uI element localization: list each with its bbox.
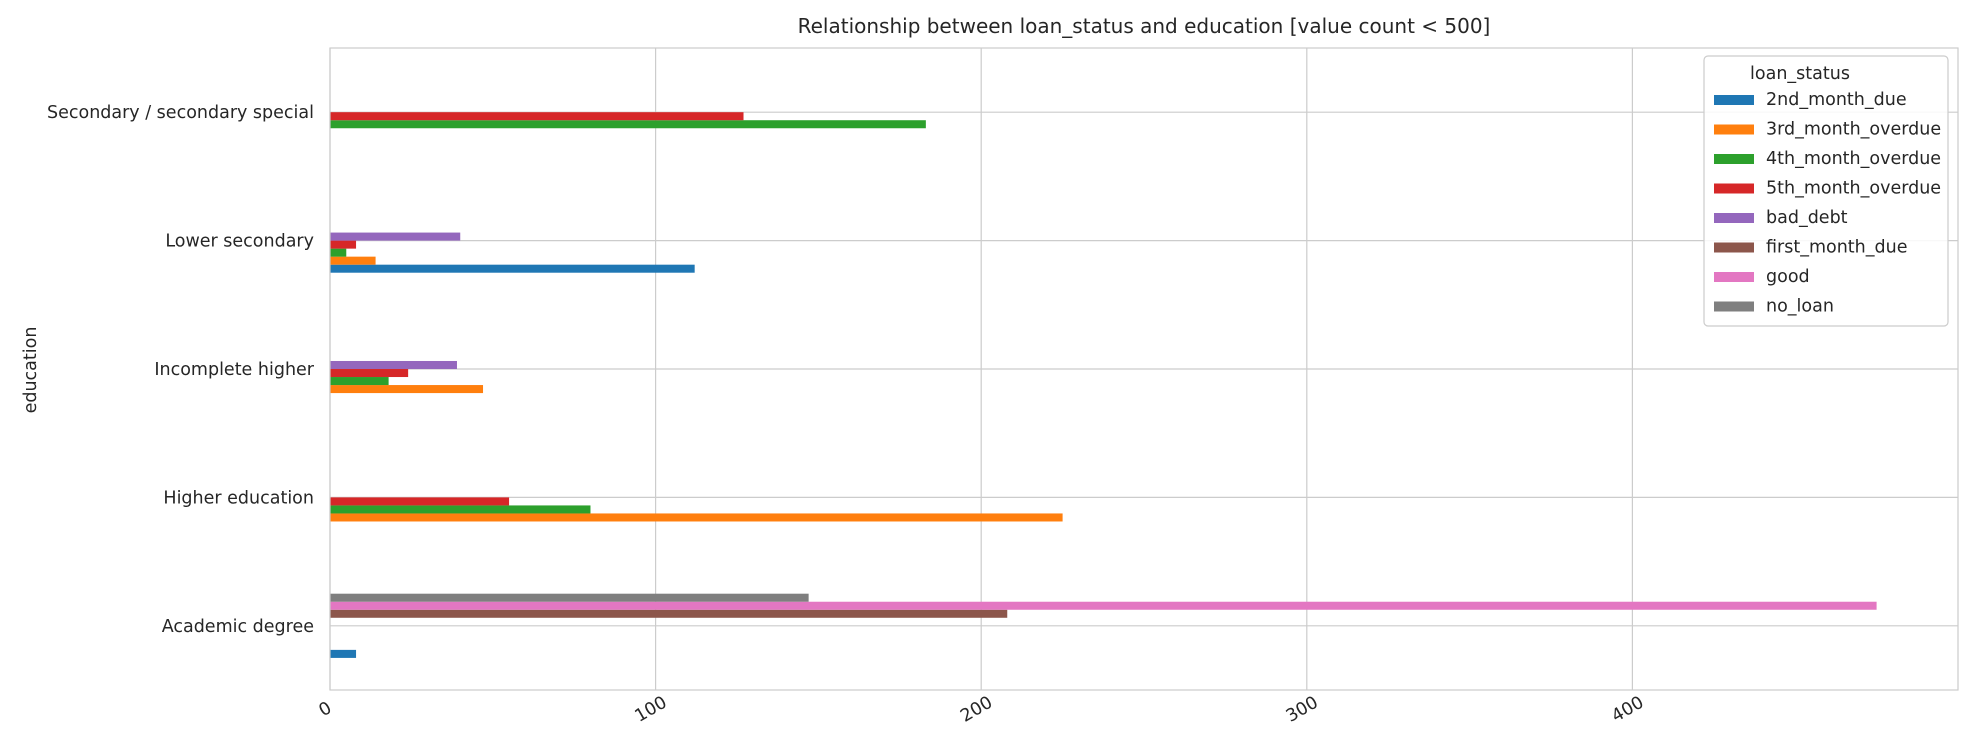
bar-5th_month_overdue: [330, 240, 357, 249]
legend-label-5th_month_overdue: 5th_month_overdue: [1766, 179, 1941, 199]
bar-5th_month_overdue: [330, 369, 409, 378]
category-label: Incomplete higher: [154, 360, 314, 380]
legend-swatch-good: [1714, 272, 1754, 282]
bar-good: [330, 601, 1877, 610]
legend-swatch-bad_debt: [1714, 213, 1754, 223]
bar-bad_debt: [330, 232, 461, 241]
grid-lines: [329, 48, 1958, 690]
bar-3rd_month_overdue: [330, 513, 1063, 522]
legend-label-bad_debt: bad_debt: [1766, 208, 1848, 228]
bar-first_month_due: [330, 609, 1008, 618]
bar-4th_month_overdue: [330, 120, 926, 129]
plot-frame: [329, 47, 1959, 691]
legend: loan_status 2nd_month_due 3rd_month_overd…: [1703, 55, 1949, 327]
bar-2nd_month_due: [330, 649, 357, 658]
legend-items: 2nd_month_due 3rd_month_overdue 4th_month_…: [1714, 90, 1941, 317]
legend-swatch-2nd_month_due: [1714, 95, 1754, 105]
legend-title: loan_status: [1750, 64, 1850, 84]
category-label: Higher education: [163, 488, 314, 508]
category-label: Lower secondary: [165, 232, 314, 252]
bar-4th_month_overdue: [330, 248, 347, 257]
legend-swatch-first_month_due: [1714, 242, 1754, 253]
legend-swatch-5th_month_overdue: [1714, 183, 1754, 194]
legend-box: [1703, 55, 1949, 327]
legend-swatch-3rd_month_overdue: [1714, 124, 1754, 135]
chart-title: Relationship between loan_status and edu…: [798, 14, 1491, 38]
legend-label-4th_month_overdue: 4th_month_overdue: [1766, 149, 1941, 169]
legend-swatch-4th_month_overdue: [1714, 154, 1754, 164]
bar-5th_month_overdue: [330, 497, 510, 506]
bar-bad_debt: [330, 360, 457, 370]
bar-3rd_month_overdue: [330, 256, 376, 265]
bar-4th_month_overdue: [330, 505, 591, 514]
category-labels: Academic degree Higher education Incomplet…: [47, 103, 315, 637]
bar-4th_month_overdue: [330, 377, 389, 386]
category-label: Academic degree: [162, 617, 314, 637]
bars: [330, 112, 1877, 658]
y-axis-label: education: [21, 327, 41, 414]
bar-3rd_month_overdue: [330, 385, 484, 394]
legend-label-first_month_due: first_month_due: [1766, 238, 1907, 258]
legend-label-2nd_month_due: 2nd_month_due: [1766, 90, 1907, 110]
legend-label-3rd_month_overdue: 3rd_month_overdue: [1766, 120, 1941, 140]
bar-5th_month_overdue: [330, 112, 744, 121]
legend-label-no_loan: no_loan: [1766, 297, 1834, 317]
bar-no_loan: [330, 593, 809, 602]
bar-2nd_month_due: [330, 264, 695, 273]
category-label: Secondary / secondary special: [47, 103, 314, 123]
legend-label-good: good: [1766, 267, 1810, 287]
legend-swatch-no_loan: [1714, 301, 1754, 312]
